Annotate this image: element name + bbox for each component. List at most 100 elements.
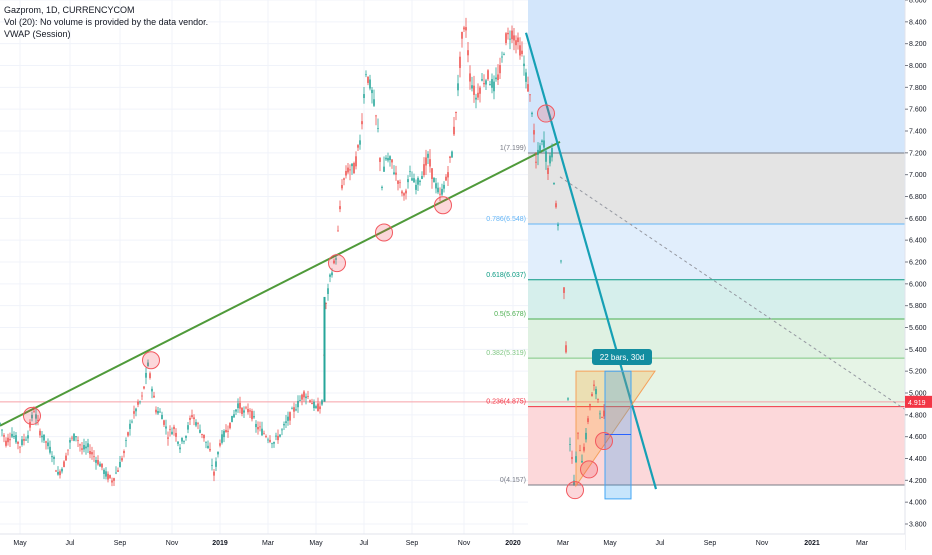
price-tick-label: 5.600: [909, 325, 927, 332]
candle-down: [425, 157, 427, 166]
fib-level-label: 0(4.157): [500, 477, 526, 484]
candle-down: [301, 394, 303, 400]
candle-up: [187, 425, 189, 430]
candle-up: [471, 85, 473, 89]
candle-up: [569, 444, 571, 445]
candle-down: [593, 384, 595, 386]
candle-down: [479, 87, 481, 94]
candle-down: [467, 50, 469, 56]
time-axis-bg: [0, 534, 905, 550]
candle-up: [159, 411, 161, 413]
candle-down: [445, 176, 447, 181]
price-tick-label: 5.800: [909, 303, 927, 310]
candle-down: [133, 411, 135, 414]
candle-up: [125, 440, 127, 441]
candle-down: [341, 185, 343, 189]
candle-down: [521, 50, 523, 54]
time-tick-label: Nov: [458, 540, 471, 547]
candle-up: [433, 177, 435, 183]
candle-down: [239, 402, 241, 409]
projection-zone-blue: [528, 0, 905, 153]
legend-volume: Vol (20): No volume is provided by the d…: [4, 17, 209, 27]
candle-up: [299, 399, 301, 401]
candle-up: [537, 149, 539, 155]
price-tick-label: 4.000: [909, 500, 927, 507]
candle-up: [181, 437, 183, 442]
candle-up: [557, 224, 559, 227]
pivot-highlight-circle: [537, 104, 555, 123]
time-tick-label: Sep: [114, 540, 127, 547]
candle-down: [517, 37, 519, 43]
candle-up: [131, 421, 133, 423]
price-axis-bg: [905, 0, 932, 550]
candle-up: [475, 97, 477, 100]
candle-down: [477, 92, 479, 98]
date-range-badge: [592, 349, 652, 365]
pivot-highlight-circle: [595, 432, 613, 451]
fib-level-label: 0.786(6.548): [486, 216, 526, 223]
candle-up: [305, 396, 307, 399]
candle-up: [207, 445, 209, 449]
candle-up: [421, 176, 423, 179]
time-tick-label: Nov: [756, 540, 769, 547]
candle-up: [489, 84, 491, 86]
candle-down: [397, 180, 399, 184]
candle-up: [351, 163, 353, 167]
fib-zone: [528, 279, 905, 319]
candle-up: [47, 442, 49, 447]
candle-up: [179, 447, 181, 450]
candle-down: [79, 444, 81, 446]
candle-up: [165, 426, 167, 429]
candle-down: [353, 162, 355, 174]
candle-down: [89, 451, 91, 455]
candle-up: [195, 422, 197, 426]
candle-up: [407, 179, 409, 183]
time-tick-label: Mar: [557, 540, 570, 547]
candle-up: [297, 400, 299, 408]
highlight-circles: [23, 104, 613, 500]
candle-down: [109, 475, 111, 478]
candle-down: [519, 45, 521, 56]
candle-up: [1, 429, 3, 431]
candle-down: [111, 480, 113, 483]
candle-down: [357, 145, 359, 148]
candle-down: [379, 158, 381, 162]
time-tick-label: 2020: [505, 540, 521, 547]
candle-up: [151, 388, 153, 392]
candle-up: [51, 456, 53, 458]
candle-up: [373, 99, 375, 106]
candle-up: [73, 433, 75, 441]
candle-up: [427, 153, 429, 158]
price-tick-label: 4.400: [909, 456, 927, 463]
candle-down: [505, 33, 507, 44]
candle-up: [119, 461, 121, 468]
candle-down: [449, 156, 451, 158]
candle-up: [281, 429, 283, 431]
candle-up: [560, 260, 562, 262]
candle-up: [383, 166, 385, 172]
time-tick-label: 2021: [804, 540, 820, 547]
candle-up: [323, 296, 326, 402]
candle-up: [551, 148, 553, 158]
candle-up: [295, 409, 297, 411]
price-tick-label: 4.600: [909, 434, 927, 441]
candle-down: [361, 121, 363, 125]
time-tick-label: Sep: [704, 540, 717, 547]
candle-down: [225, 430, 227, 433]
pivot-highlight-circle: [375, 223, 393, 242]
candle-up: [315, 406, 317, 408]
candle-up: [95, 460, 97, 463]
candle-up: [115, 472, 117, 474]
time-tick-label: Sep: [406, 540, 419, 547]
candle-down: [265, 436, 267, 438]
candle-down: [535, 161, 537, 163]
candle-up: [135, 408, 137, 412]
price-tick-label: 7.600: [909, 107, 927, 114]
candle-up: [599, 413, 601, 415]
candle-up: [237, 403, 239, 409]
candle-down: [453, 126, 455, 135]
fib-zone: [528, 318, 905, 359]
candle-up: [287, 416, 289, 421]
